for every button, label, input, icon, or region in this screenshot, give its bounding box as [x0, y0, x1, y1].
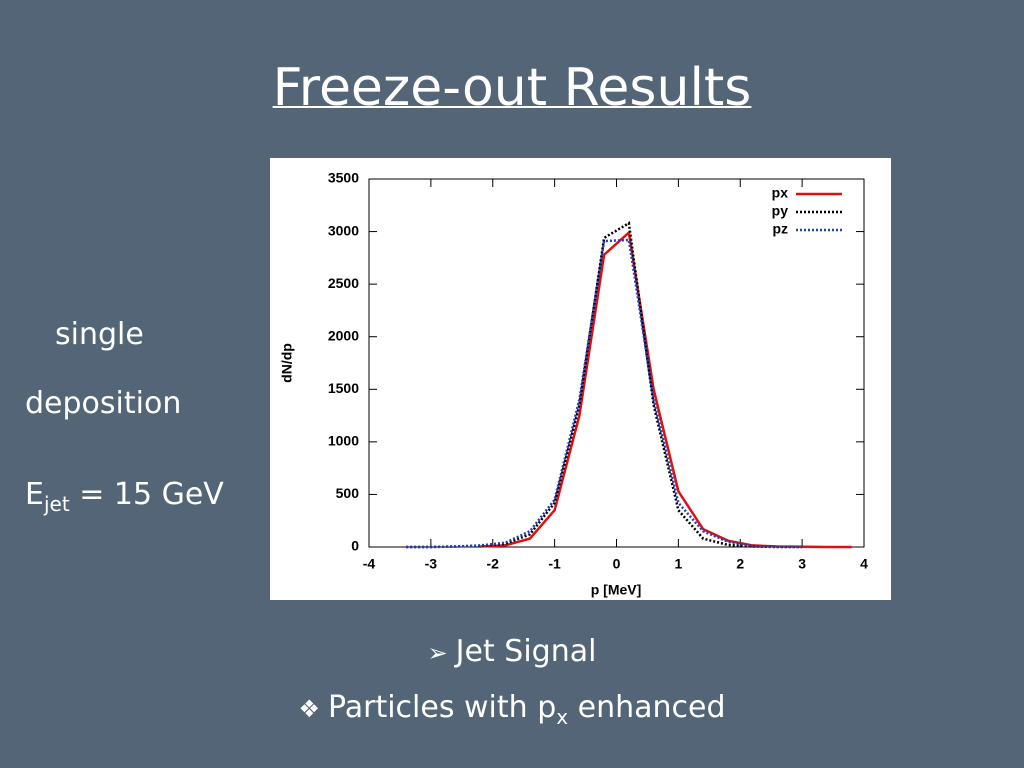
- bullet: ❖ Particles with px enhanced: [0, 690, 1024, 729]
- y-tick-label: 3500: [328, 170, 359, 186]
- y-tick-label: 2500: [328, 275, 359, 291]
- side-text: deposition: [25, 386, 182, 421]
- subscript: jet: [43, 492, 70, 516]
- x-tick-label: 2: [736, 556, 744, 572]
- side-text: single: [55, 317, 144, 352]
- series-line: [406, 221, 803, 549]
- x-tick-label: -3: [425, 556, 438, 572]
- bullet-text: p: [537, 690, 557, 725]
- legend-label: pz: [772, 221, 788, 237]
- x-tick-label: -4: [363, 556, 376, 572]
- x-tick-label: 0: [613, 556, 621, 572]
- y-tick-label: 0: [351, 538, 359, 554]
- subscript: x: [556, 705, 569, 729]
- title-text: Freeze-out Results: [272, 58, 752, 118]
- x-tick-label: 3: [798, 556, 806, 572]
- legend-label: px: [772, 185, 789, 201]
- slide-title: Freeze-out Results: [0, 58, 1024, 118]
- y-axis-label: dN/dp: [279, 343, 295, 383]
- y-tick-label: 3000: [328, 222, 359, 238]
- bullet-text: enhanced: [568, 690, 726, 725]
- text: E: [25, 477, 44, 512]
- x-tick-label: 4: [860, 556, 868, 572]
- y-tick-label: 2000: [328, 327, 359, 343]
- energy-text: Ejet = 15 GeV: [25, 477, 224, 516]
- text: = 15 GeV: [69, 477, 224, 512]
- x-tick-label: 1: [674, 556, 682, 572]
- bullet-marker: ❖: [298, 695, 320, 723]
- series-line: [406, 238, 803, 549]
- bullet-text: Particles with: [328, 690, 538, 725]
- x-tick-label: -2: [487, 556, 500, 572]
- y-tick-label: 1500: [328, 380, 359, 396]
- y-tick-label: 1000: [328, 433, 359, 449]
- bullet: ➢ Jet Signal: [0, 634, 1024, 669]
- x-tick-label: -1: [548, 556, 561, 572]
- bullet-marker: ➢: [427, 639, 448, 667]
- series-line: [480, 230, 852, 549]
- plot-frame: [368, 178, 865, 548]
- y-tick-label: 500: [336, 485, 360, 501]
- chart: p [MeV] dN/dp 0 500 1000 1500 2000 2500 3000 35…: [270, 158, 891, 600]
- x-axis-label: p [MeV]: [591, 582, 642, 598]
- bullet-text: Jet Signal: [455, 634, 597, 669]
- legend-label: py: [772, 203, 789, 219]
